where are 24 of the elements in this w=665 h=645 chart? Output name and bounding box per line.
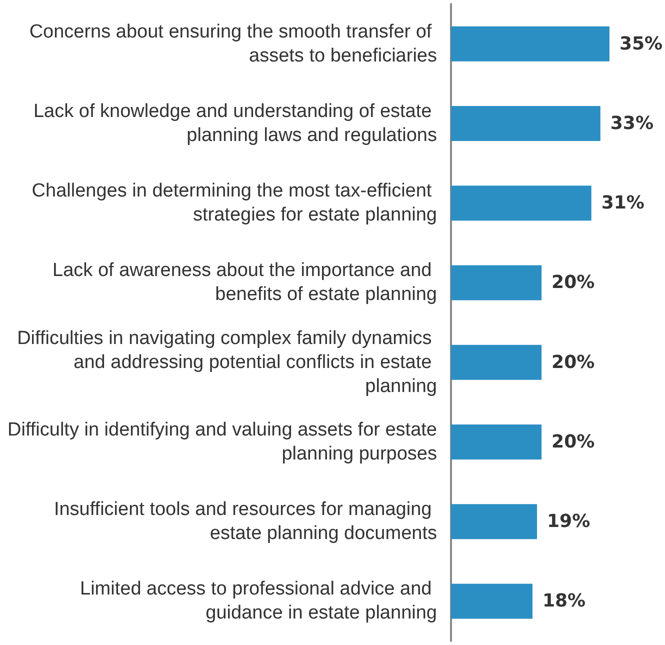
bar — [451, 26, 610, 62]
y-tick-label: Lack of awareness about the importance and benefits of estate planning — [52, 260, 437, 306]
bar — [451, 344, 542, 380]
y-tick-label: Concerns about ensuring the smooth transfer of assets to beneficiaries — [29, 21, 437, 66]
data-label: 20% — [552, 352, 595, 373]
data-label: 31% — [601, 192, 644, 214]
bar — [451, 186, 592, 221]
y-tick-label: Difficulty in identifying and valuing assets for estate planning purposes — [8, 419, 437, 464]
data-label: 20% — [552, 431, 595, 452]
data-label: 20% — [552, 272, 595, 294]
y-tick-label: Limited access to professional advice and guidance in estate planning — [80, 578, 437, 624]
y-tick-label: Insufficient tools and resources for managing estate planning documents — [54, 499, 437, 544]
data-label: 18% — [542, 590, 586, 612]
y-tick-label: Lack of knowledge and understanding of estate planning laws and regulations — [33, 100, 437, 146]
data-label: 33% — [610, 112, 654, 134]
data-label: 19% — [547, 511, 590, 532]
bar — [451, 265, 542, 300]
bar — [451, 504, 538, 540]
y-tick-label: Difficulties in navigating complex family dynamics and addressing potential conflicts in estate planning — [17, 328, 437, 397]
data-label: 35% — [619, 33, 663, 54]
y-tick-label: Challenges in determining the most tax-efficient strategies for estate planning — [32, 180, 437, 226]
bar — [451, 584, 532, 619]
bar — [451, 106, 600, 141]
bar — [451, 424, 542, 460]
